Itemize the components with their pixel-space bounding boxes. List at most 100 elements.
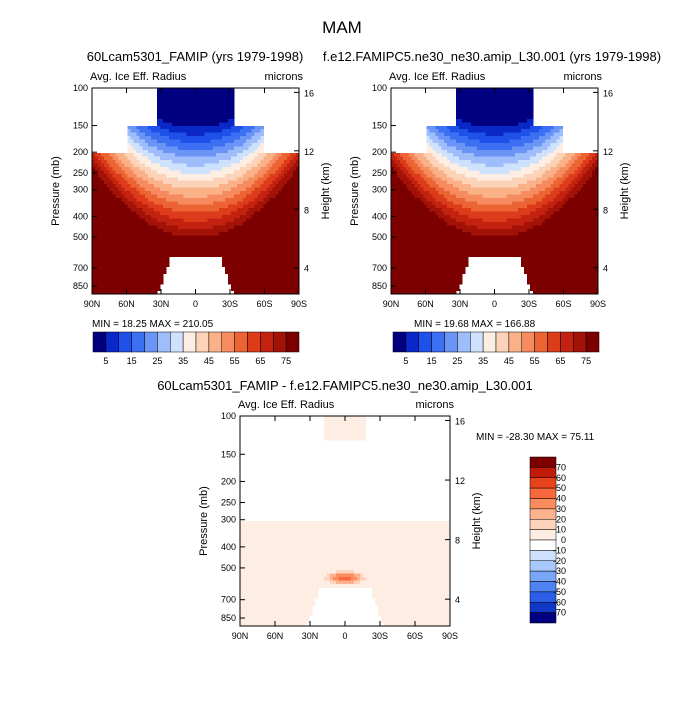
field-cell [239, 125, 244, 130]
field-cell [94, 197, 99, 202]
field-cell [157, 232, 161, 237]
field-cell [183, 163, 188, 168]
field-cell [219, 98, 223, 103]
field-cell [151, 259, 155, 264]
field-cell [165, 105, 170, 110]
field-cell [242, 170, 247, 175]
field-cell [130, 283, 134, 288]
field-cell [186, 163, 191, 168]
field-cell [109, 215, 114, 220]
field-cell [236, 239, 241, 244]
field-cell [192, 88, 197, 93]
field-cell [272, 245, 276, 250]
field-cell [127, 276, 132, 281]
field-cell [239, 211, 244, 216]
field-cell [139, 269, 143, 274]
field-cell [127, 163, 132, 168]
field-cell [266, 228, 271, 233]
field-cell [168, 91, 173, 96]
field-cell [118, 228, 123, 233]
field-cell [127, 211, 132, 216]
field-cell [210, 252, 214, 257]
field-cell [230, 232, 235, 237]
min-max-label: MIN = 18.25 MAX = 210.05 [92, 319, 214, 330]
field-cell [130, 187, 134, 192]
field-cell [236, 149, 241, 154]
field-cell [236, 132, 241, 137]
field-cell [219, 146, 223, 151]
field-cell [171, 249, 176, 254]
field-cell [254, 149, 259, 154]
field-cell [201, 118, 205, 123]
field-cell [189, 177, 194, 182]
field-cell [189, 136, 194, 141]
field-cell [236, 245, 241, 250]
field-cell [207, 194, 211, 199]
field-cell [230, 180, 235, 185]
field-cell [177, 242, 182, 247]
field-cell [103, 201, 108, 206]
field-cell [157, 180, 161, 185]
field-cell [242, 215, 247, 220]
field-cell [230, 259, 235, 264]
field-cell [198, 221, 203, 226]
field-cell [257, 239, 262, 244]
colorbar-box [221, 331, 235, 353]
field-cell [245, 280, 250, 285]
field-cell [154, 235, 158, 240]
field-cell [266, 269, 271, 274]
field-cell [130, 142, 134, 147]
field-cell [263, 187, 268, 192]
field-cell [154, 129, 158, 134]
field-cell [183, 139, 188, 144]
field-cell [97, 153, 102, 158]
field-cell [157, 160, 161, 165]
field-cell [213, 115, 217, 120]
field-cell [103, 156, 108, 161]
field-cell [186, 228, 191, 233]
field-cell [139, 215, 143, 220]
field-cell [269, 287, 273, 292]
field-cell [160, 263, 164, 268]
field-cell [245, 239, 250, 244]
field-cell [248, 283, 253, 288]
field-cell [154, 180, 158, 185]
field-cell [189, 194, 194, 199]
field-cell [165, 218, 170, 223]
field-cell [192, 218, 197, 223]
field-cell [171, 242, 176, 247]
field-cell [272, 208, 276, 213]
field-cell [242, 218, 247, 223]
field-cell [230, 149, 235, 154]
field-cell [198, 163, 203, 168]
field-cell [248, 170, 253, 175]
field-cell [222, 156, 226, 161]
field-cell [121, 191, 126, 196]
field-cell [204, 136, 208, 141]
field-cell [145, 197, 149, 202]
field-cell [171, 105, 176, 110]
field-cell [219, 201, 223, 206]
field-cell [228, 149, 232, 154]
field-cell [269, 273, 273, 278]
field-cell [94, 276, 99, 281]
field-cell [245, 211, 250, 216]
field-cell [157, 125, 161, 130]
field-cell [112, 232, 117, 237]
field-cell [257, 163, 262, 168]
field-cell [100, 153, 105, 158]
field-cell [201, 211, 205, 216]
field-cell [160, 269, 164, 274]
field-cell [136, 132, 140, 137]
field-cell [254, 184, 259, 189]
field-cell [127, 259, 132, 264]
field-cell [263, 208, 268, 213]
field-cell [118, 221, 123, 226]
field-cell [174, 88, 179, 93]
field-cell [198, 252, 203, 257]
field-cell [124, 263, 129, 268]
field-cell [100, 163, 105, 168]
field-cell [186, 221, 191, 226]
field-cell [254, 283, 259, 288]
field-cell [183, 197, 188, 202]
